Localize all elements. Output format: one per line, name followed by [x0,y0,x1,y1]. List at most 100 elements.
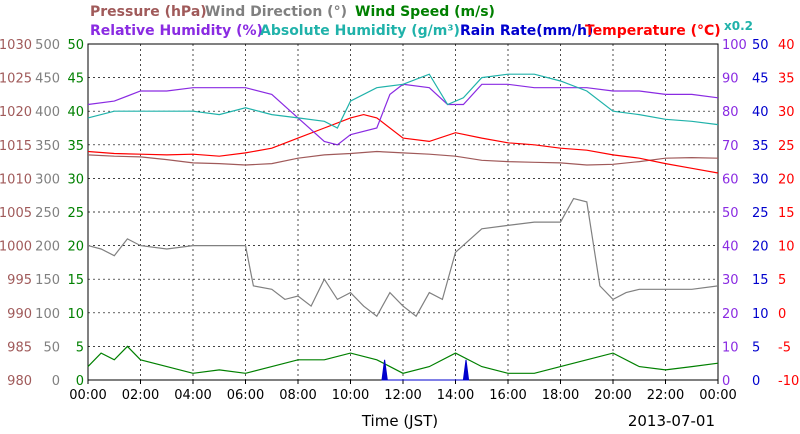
humidity-tick-label: 90 [722,72,739,87]
pressure-tick-label: 1010 [0,172,32,187]
humidity-tick-label: 70 [722,139,739,154]
wind-speed-tick-label: 30 [67,172,84,187]
humidity-tick-label: 60 [722,172,739,187]
x-tick-label: 08:00 [279,388,316,403]
pressure-tick-label: 1015 [0,139,32,154]
wind-speed-tick-label: 35 [67,139,84,154]
abs-humidity-tick-label: 40 [752,105,769,120]
legend: Pressure (hPa) Wind Direction (°) Wind S… [90,4,753,39]
abs-humidity-tick-label: 5 [752,340,760,355]
series-temperature-c [87,113,719,174]
x-tick-label: 20:00 [594,388,631,403]
x-tick-label: 00:00 [69,388,106,403]
x-axis: 00:00 02:00 04:00 06:00 08:00 10:00 12:00 14:00… [69,380,737,403]
abs-humidity-tick-label: 30 [752,172,769,187]
wind-direction-tick-label: 500 [35,38,60,53]
left-axes: 9809859909951000100510101015102010251030… [0,38,84,389]
abs-humidity-tick-label: 35 [752,139,769,154]
wind-speed-tick-label: 15 [67,273,84,288]
right-axes: 0102030405060708090100051015202530354045… [722,38,799,389]
x-tick-label: 00:00 [699,388,736,403]
x-tick-label: 18:00 [542,388,579,403]
pressure-tick-label: 995 [7,273,32,288]
pressure-tick-label: 985 [7,340,32,355]
abs-humidity-tick-label: 0 [752,374,760,389]
pressure-tick-label: 990 [7,307,32,322]
pressure-tick-label: 1000 [0,240,32,255]
abs-humidity-tick-label: 20 [752,240,769,255]
legend-wind-direction: Wind Direction (°) [205,4,347,20]
pressure-tick-label: 1030 [0,38,32,53]
pressure-tick-label: 1020 [0,105,32,120]
wind-direction-tick-label: 150 [35,273,60,288]
wind-speed-tick-label: 20 [67,240,84,255]
wind-direction-tick-label: 100 [35,307,60,322]
pressure-tick-label: 1005 [0,206,32,221]
series-wind-direction [87,197,719,318]
abs-humidity-tick-label: 15 [752,273,769,288]
abs-humidity-tick-label: 25 [752,206,769,221]
wind-speed-tick-label: 10 [67,307,84,322]
series-absolute-humidity-g-m [87,73,719,129]
pressure-tick-label: 1025 [0,72,32,87]
x-axis-label: Time (JST) [361,412,438,430]
wind-speed-tick-label: 0 [76,374,84,389]
wind-direction-tick-label: 250 [35,206,60,221]
humidity-tick-label: 20 [722,307,739,322]
wind-speed-tick-label: 25 [67,206,84,221]
series-rain-rate-mm-h [381,359,470,381]
wind-direction-tick-label: 50 [43,340,60,355]
x-tick-label: 04:00 [174,388,211,403]
series-lines [87,73,719,381]
temperature-tick-label: 0 [778,307,786,322]
wind-direction-tick-label: 300 [35,172,60,187]
wind-direction-tick-label: 400 [35,105,60,120]
temperature-tick-label: -5 [778,340,791,355]
x-tick-label: 10:00 [332,388,369,403]
wind-direction-tick-label: 450 [35,72,60,87]
legend-temperature: Temperature (°C) [585,23,721,39]
pressure-tick-label: 980 [7,374,32,389]
legend-absolute-humidity: Absolute Humidity (g/m³) [260,23,460,39]
wind-speed-tick-label: 50 [67,38,84,53]
temperature-tick-label: 35 [778,72,795,87]
temperature-tick-label: 5 [778,273,786,288]
humidity-tick-label: 80 [722,105,739,120]
legend-rain-rate: Rain Rate(mm/h) [460,23,593,39]
x-tick-label: 06:00 [227,388,264,403]
humidity-tick-label: 40 [722,240,739,255]
wind-speed-tick-label: 45 [67,72,84,87]
x-tick-label: 14:00 [437,388,474,403]
temperature-tick-label: 40 [778,38,795,53]
x-tick-label: 22:00 [647,388,684,403]
temperature-tick-label: -10 [778,374,799,389]
abs-humidity-tick-label: 50 [752,38,769,53]
humidity-tick-label: 0 [722,374,730,389]
legend-pressure: Pressure (hPa) [90,4,207,20]
series-wind-speed-m-s [87,345,719,374]
abs-humidity-tick-label: 45 [752,72,769,87]
wind-speed-tick-label: 5 [76,340,84,355]
series-pressure-hpa [87,150,719,166]
wind-speed-tick-label: 40 [67,105,84,120]
abs-humidity-scale-note: x0.2 [724,19,753,33]
humidity-tick-label: 50 [722,206,739,221]
date-label: 2013-07-01 [628,412,715,430]
humidity-tick-label: 30 [722,273,739,288]
legend-relative-humidity: Relative Humidity (%) [90,23,263,39]
temperature-tick-label: 30 [778,105,795,120]
abs-humidity-tick-label: 10 [752,307,769,322]
temperature-tick-label: 25 [778,139,795,154]
wind-direction-tick-label: 200 [35,240,60,255]
x-tick-label: 12:00 [384,388,421,403]
legend-wind-speed: Wind Speed (m/s) [355,4,495,20]
series-relative-humidity [87,83,719,146]
temperature-tick-label: 20 [778,172,795,187]
humidity-tick-label: 100 [722,38,747,53]
wind-direction-tick-label: 0 [52,374,60,389]
temperature-tick-label: 15 [778,206,795,221]
humidity-tick-label: 10 [722,340,739,355]
x-tick-label: 02:00 [122,388,159,403]
temperature-tick-label: 10 [778,240,795,255]
